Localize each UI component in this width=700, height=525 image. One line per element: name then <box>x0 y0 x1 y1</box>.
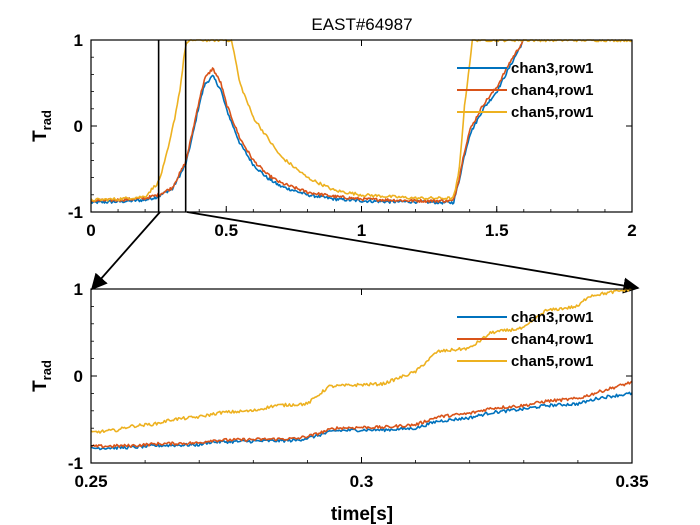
time-window-markers <box>157 40 187 212</box>
x-tick-label: 0.3 <box>350 472 374 491</box>
y-tick-label: 0 <box>74 117 83 136</box>
bottom-plot-lines <box>90 288 633 451</box>
top-legend: chan3,row1 chan4,row1 chan5,row1 <box>457 60 594 121</box>
legend-entry: chan4,row1 <box>511 331 594 348</box>
series-line-chan3-row1 <box>90 391 633 451</box>
series-line-chan4-row1 <box>90 380 633 449</box>
x-tick-label: 0.5 <box>214 221 238 240</box>
legend-entry: chan5,row1 <box>511 353 594 370</box>
series-line-chan4-row1 <box>90 39 525 204</box>
bottom-y-axis-label: Trad <box>30 360 54 392</box>
zoom-arrow-right <box>186 211 640 294</box>
zoom-arrow-left <box>90 211 161 291</box>
series-line-chan5-row1 <box>90 288 633 434</box>
legend-entry: chan5,row1 <box>511 104 594 121</box>
bottom-panel: 0.25 0.3 0.35-101 chan3,row1chan4,row1chan… <box>30 280 649 525</box>
x-tick-label: 1.5 <box>485 221 509 240</box>
y-tick-label: 1 <box>74 31 83 50</box>
legend-entry: chan4,row1 <box>511 82 594 99</box>
x-tick-label: 0.25 <box>74 472 107 491</box>
x-tick-label: 0 <box>86 221 95 240</box>
y-tick-label: 0 <box>74 367 83 386</box>
legend-entry: chan3,row1 <box>511 60 594 77</box>
x-tick-label: 2 <box>627 221 636 240</box>
top-y-axis-label: Trad <box>30 110 54 142</box>
y-tick-label: 1 <box>74 280 83 299</box>
x-tick-label: 1 <box>357 221 366 240</box>
bottom-axis-ticks: 0.25 0.3 0.35 -1 0 1 <box>68 280 649 491</box>
y-tick-label: -1 <box>68 203 83 222</box>
x-axis-label: time[s] <box>331 504 393 525</box>
bottom-legend: chan3,row1 chan4,row1 chan5,row1 <box>457 309 594 370</box>
chart-title: EAST#64987 <box>311 15 412 34</box>
y-tick-label: -1 <box>68 454 83 473</box>
top-panel: EAST#64987 0 0.5 1 1.5 2-101 chan3,row1chan4… <box>30 15 637 240</box>
x-tick-label: 0.35 <box>615 472 648 491</box>
legend-entry: chan3,row1 <box>511 309 594 326</box>
top-axis-ticks: 0 0.5 1 1.5 2-101 <box>68 31 637 240</box>
